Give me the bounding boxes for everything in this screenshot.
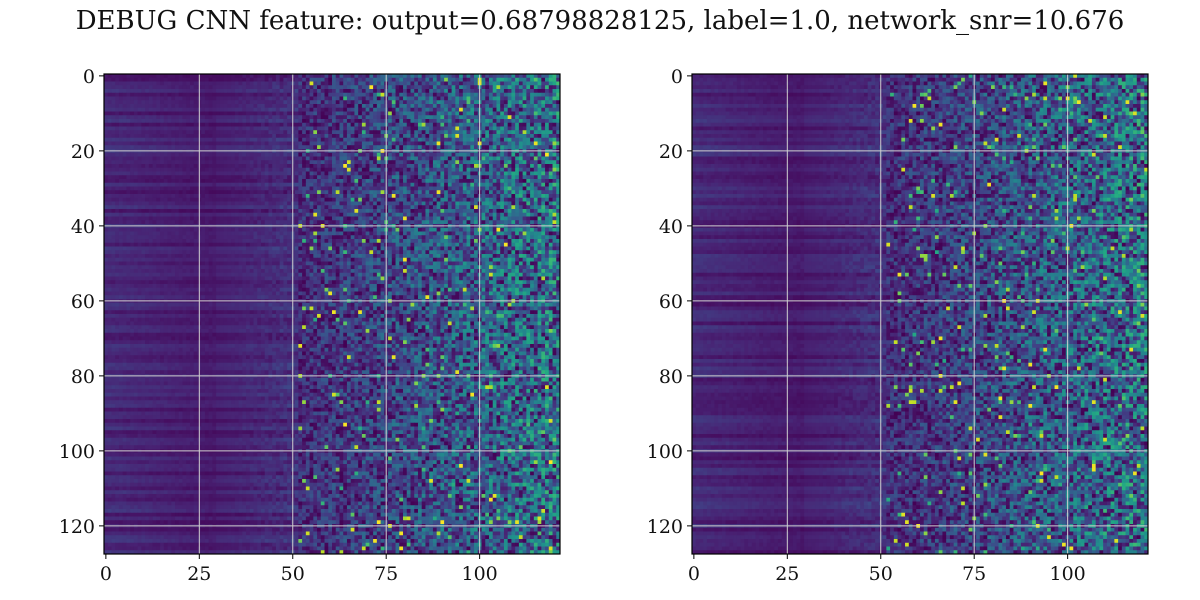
heatmap-panel-right: 0 25 50 75 100 0 20 40 60 80 100 120 bbox=[647, 66, 1149, 585]
x-tick-label: 100 bbox=[1050, 563, 1086, 585]
y-tick-label: 0 bbox=[83, 66, 95, 88]
y-tick-label: 40 bbox=[71, 216, 95, 238]
x-tick-label: 75 bbox=[374, 563, 398, 585]
y-tick-label: 100 bbox=[647, 441, 683, 463]
y-tick-label: 80 bbox=[71, 366, 95, 388]
x-tick-label: 25 bbox=[187, 563, 211, 585]
y-tick-label: 20 bbox=[659, 141, 683, 163]
y-tick-label: 60 bbox=[659, 291, 683, 313]
heatmap-cells bbox=[104, 74, 560, 554]
y-tick-label: 60 bbox=[71, 291, 95, 313]
y-tick-label: 100 bbox=[59, 441, 95, 463]
heatmap-cells bbox=[692, 74, 1148, 554]
heatmap-panel-left: 0 25 50 75 100 0 20 40 60 80 100 120 bbox=[59, 66, 561, 585]
x-tick-label: 50 bbox=[281, 563, 305, 585]
y-tick-label: 20 bbox=[71, 141, 95, 163]
y-tick-label: 40 bbox=[659, 216, 683, 238]
y-tick-label: 80 bbox=[659, 366, 683, 388]
x-tick-label: 0 bbox=[100, 563, 112, 585]
x-tick-label: 50 bbox=[869, 563, 893, 585]
x-tick-label: 75 bbox=[962, 563, 986, 585]
y-tick-label: 120 bbox=[59, 516, 95, 538]
x-tick-label: 0 bbox=[688, 563, 700, 585]
x-tick-label: 25 bbox=[775, 563, 799, 585]
y-tick-label: 0 bbox=[671, 66, 683, 88]
x-tick-label: 100 bbox=[462, 563, 498, 585]
y-tick-label: 120 bbox=[647, 516, 683, 538]
